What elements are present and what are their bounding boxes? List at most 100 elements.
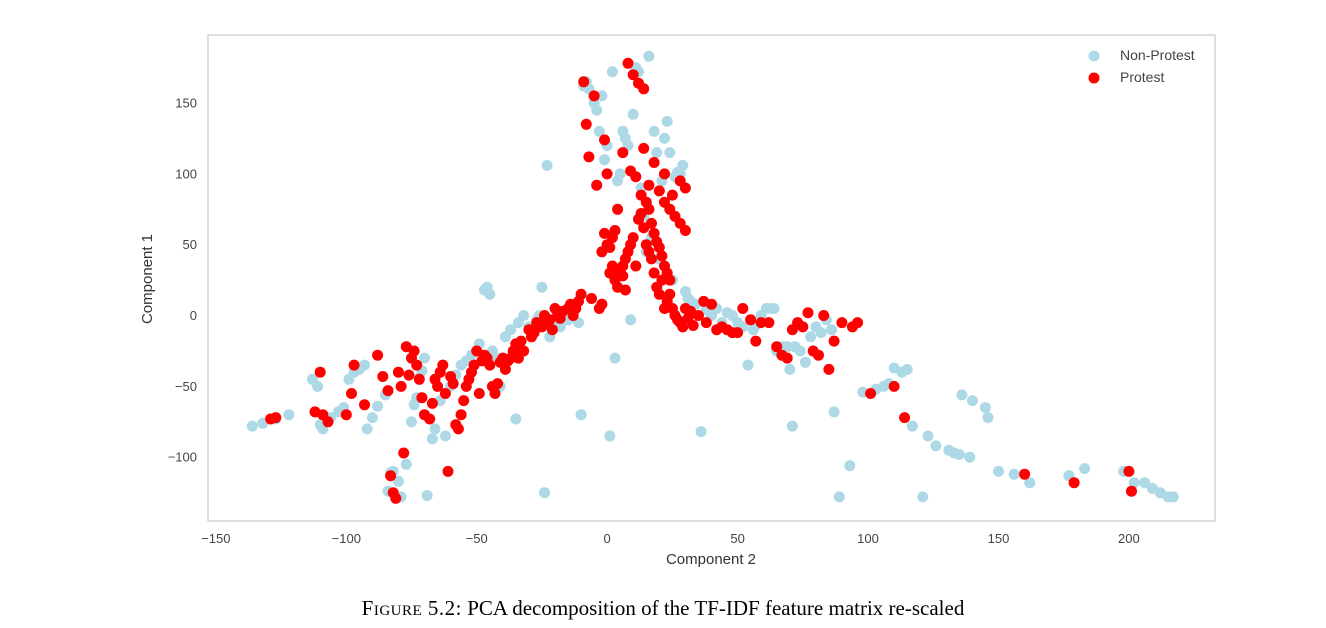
data-point [648,227,660,239]
data-point [392,366,404,378]
data-point [700,317,712,329]
y-tick-label: −100 [168,450,197,465]
data-point [593,125,605,137]
data-point [452,423,464,435]
data-point [439,430,451,442]
legend: Non-Protest Protest [1088,47,1195,85]
data-point [653,288,665,300]
y-tick-label: −50 [175,379,197,394]
data-point [755,317,767,329]
data-point [515,335,527,347]
data-point [784,363,796,375]
data-point [956,389,968,401]
data-point [630,260,642,272]
data-point [625,314,637,326]
data-point [630,171,642,183]
data-point [852,317,864,329]
y-tick-labels: −100 −50 0 50 100 150 [168,96,197,465]
data-point [679,225,691,236]
data-point [372,400,384,412]
data-point [377,371,389,382]
data-point [604,267,616,279]
data-point [575,288,587,300]
data-point [596,90,608,102]
data-point [578,76,590,88]
legend-marker-protest [1088,72,1100,84]
legend-label-protest: Protest [1120,69,1164,85]
data-point [283,409,295,421]
x-tick-label: −150 [201,531,230,546]
data-point [993,465,1004,477]
data-point [706,298,717,310]
data-point [922,430,934,442]
data-point [1008,468,1020,480]
data-point [398,447,410,459]
data-point [901,363,913,375]
data-point [659,132,670,144]
data-point [432,380,444,392]
data-point [416,392,428,404]
data-point [693,310,704,321]
data-point [617,270,629,282]
data-point [799,356,811,368]
data-point [609,352,621,364]
data-point [786,420,798,432]
y-tick-label: 0 [190,308,197,323]
data-point [666,189,678,201]
data-point [599,134,610,146]
data-point [390,492,402,504]
data-point [648,267,660,279]
data-point [580,118,592,130]
data-point [646,217,657,229]
data-point [638,83,650,95]
data-point [518,345,530,357]
data-point [781,352,793,364]
data-point [458,395,470,407]
data-point [586,293,597,304]
data-point [1079,463,1091,475]
data-point [677,159,689,171]
data-point [348,359,360,371]
data-point [366,412,378,424]
data-point [732,327,744,339]
data-point [439,388,451,399]
data-point [437,359,449,371]
data-point [828,335,840,347]
x-tick-label: 50 [730,531,744,546]
data-point [823,363,835,375]
data-point [763,317,775,329]
data-point [865,388,877,399]
data-point [844,460,856,472]
data-point [536,281,548,293]
data-point [246,420,258,432]
y-tick-label: 50 [183,237,197,252]
data-point [664,274,676,286]
data-point [606,66,618,78]
data-point [361,423,373,435]
data-point [664,288,676,300]
data-point [664,147,676,159]
x-tick-label: −50 [466,531,488,546]
data-point [805,331,817,343]
data-point [599,227,610,239]
data-point [614,168,626,180]
x-tick-label: 100 [857,531,879,546]
data-point [813,349,824,361]
data-point [828,406,840,418]
data-point [627,69,639,81]
y-tick-label: 150 [175,96,197,111]
data-point [473,388,485,399]
data-point [400,458,412,470]
data-point [583,151,595,163]
data-point [966,395,978,407]
data-point [1019,468,1031,480]
data-point [424,413,436,425]
data-point [372,349,384,361]
data-point [312,380,324,392]
data-point [484,359,496,371]
figure-caption: Figure 5.2: PCA decomposition of the TF-… [0,596,1326,621]
data-point [419,352,430,364]
data-point [619,284,631,296]
data-point [575,409,587,421]
